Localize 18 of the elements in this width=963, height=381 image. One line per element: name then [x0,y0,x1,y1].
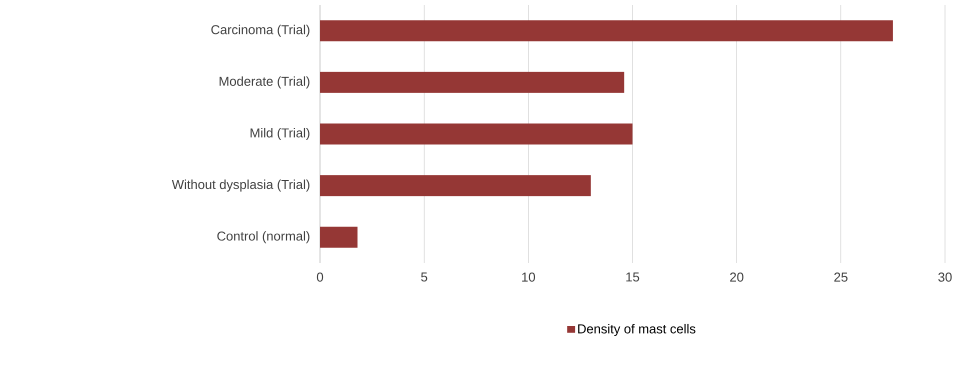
y-tick-label: Moderate (Trial) [220,76,310,88]
x-tick-label: 15 [626,272,640,282]
legend-label: Density of mast cells [578,324,696,336]
x-tick-label: 20 [730,272,744,282]
bar [320,175,591,196]
x-tick-label: 5 [421,272,428,282]
bar [320,226,358,248]
bar [320,72,624,93]
bar [320,124,633,144]
x-tick-label: 0 [316,272,324,282]
bar [320,20,893,42]
x-tick-label: 10 [522,272,536,282]
y-tick-label: Carcinoma (Trial) [211,24,310,37]
x-tick-label: 30 [938,272,952,282]
y-tick-label: Without dysplasia (Trial) [172,180,310,192]
x-tick-label: 25 [834,272,848,282]
y-tick-label: Mild (Trial) [250,128,310,140]
y-tick-label: Control (normal) [217,231,310,244]
